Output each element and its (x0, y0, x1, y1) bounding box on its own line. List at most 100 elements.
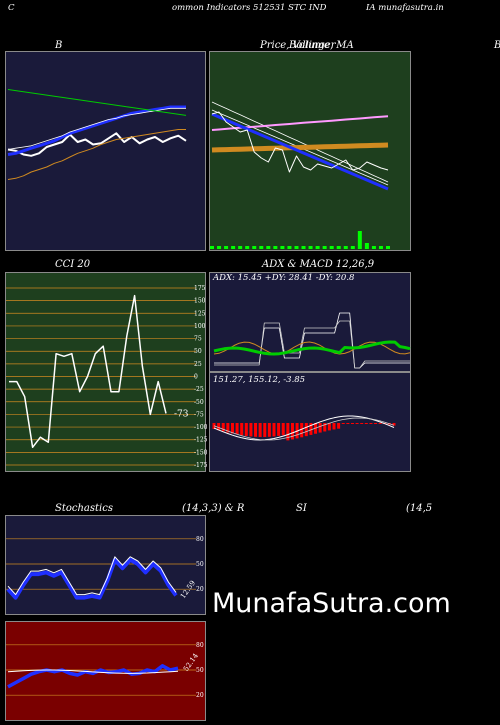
cci-value-label: -73 (174, 409, 189, 419)
volume-bar (280, 246, 285, 249)
macd-histogram-bar (341, 423, 345, 424)
stoch-tick-label: 20 (196, 586, 204, 593)
cci-panel: 175 150 125 100 75 50 25 0 -25 -50 -75 -100 -125 -150… (5, 272, 207, 472)
bollinger-panel (5, 51, 206, 251)
stoch-title-left: Stochastics (55, 503, 113, 514)
bollinger-title: B (55, 40, 63, 51)
stoch-d-line (7, 556, 177, 596)
macd-histogram-bar (267, 423, 271, 437)
stoch-tick-label: 80 (196, 536, 204, 543)
macd-histogram-bar (286, 423, 290, 441)
volume-bar (301, 246, 306, 249)
watermark: MunafaSutra.com (212, 588, 451, 619)
volume-bar (322, 246, 327, 249)
cci-line (9, 294, 167, 449)
macd-histogram-bar (249, 423, 253, 437)
cci-tick-label: 150 (194, 298, 206, 305)
macd-histogram-bar (327, 423, 331, 431)
volume-bar (350, 246, 355, 249)
macd-histogram-bar (346, 423, 350, 424)
volume-bar (364, 243, 369, 249)
macd-histogram-bar (350, 423, 354, 424)
cci-title: CCI 20 (55, 259, 91, 270)
macd-histogram-bar (277, 423, 281, 436)
macd-histogram-bar (369, 423, 373, 424)
volume-bar (252, 246, 257, 249)
macd-line (213, 415, 395, 441)
macd-histogram-bar (337, 423, 341, 429)
price-panel (209, 51, 411, 251)
stoch-tick-label: 50 (196, 561, 204, 568)
volume-bar (245, 246, 250, 249)
volume-bar (329, 246, 334, 249)
macd-histogram-bar (281, 423, 285, 436)
macd-histogram-bar (230, 423, 234, 434)
macd-histogram-bar (378, 423, 382, 424)
cci-tick-label: -150 (194, 449, 207, 456)
stoch-k-line (6, 557, 178, 600)
adx-title: ADX & MACD 12,26,9 (262, 259, 375, 270)
adx-readout: ADX: 15.45 +DY: 28.41 -DY: 20.8 (213, 273, 355, 283)
cci-tick-label: -175 (194, 462, 207, 469)
rsi-line (7, 664, 179, 689)
macd-histogram-bar (355, 423, 359, 424)
macd-histogram-bar (309, 423, 313, 435)
macd-histogram-bar (226, 423, 230, 433)
rsi-tick-label: 80 (196, 642, 204, 649)
stoch-value-label: 12.59 (179, 579, 197, 600)
bollinger-series-0 (7, 132, 187, 157)
header-center: ommon Indicators 512531 STC IND (172, 3, 327, 13)
price-ma-blue (211, 112, 389, 191)
bollinger-series-1 (7, 105, 186, 156)
volume-bar (238, 246, 243, 249)
cci-tick-label: -125 (194, 437, 207, 444)
volume-bar (378, 246, 383, 249)
price-title: Price, Volume, MA (260, 40, 354, 51)
macd-histogram-bar (263, 423, 267, 437)
macd-histogram-bar (254, 423, 258, 437)
volume-bar (266, 246, 271, 249)
stoch-panel: 80 50 20 12.59 (5, 515, 206, 615)
macd-histogram-bar (318, 423, 322, 433)
cci-tick-label: -25 (194, 386, 204, 393)
adx-chart (213, 312, 411, 369)
volume-bar (217, 246, 222, 249)
stoch-title-si: SI (296, 503, 307, 514)
cci-tick-label: 50 (194, 348, 202, 355)
volume-bar (231, 246, 236, 249)
rsi-tick-label: 50 (196, 667, 204, 674)
cci-tick-label: -75 (194, 411, 204, 418)
bollinger-chart (7, 89, 187, 180)
macd-histogram-bar (290, 423, 294, 440)
macd-histogram-bar (235, 423, 239, 435)
right-edge-letter: B (494, 40, 500, 51)
volume-bar (336, 246, 341, 249)
bollinger-series-3 (7, 129, 186, 180)
adx-panel (209, 272, 411, 372)
macd-histogram-bar (244, 423, 248, 436)
volume-bar (294, 246, 299, 249)
header-right: IA munafasutra.in (366, 3, 444, 13)
macd-histogram-bar (392, 423, 396, 426)
header-left: C (8, 3, 15, 13)
price-ma-pink (211, 115, 389, 131)
volume-bar (224, 246, 229, 249)
macd-histogram-bar (323, 423, 327, 432)
macd-chart (212, 415, 396, 441)
macd-histogram-bar (300, 423, 304, 438)
cci-chart: 175 150 125 100 75 50 25 0 -25 -50 -75 -100 -125 -150… (6, 285, 207, 469)
price-upper-band (211, 101, 389, 183)
macd-histogram-bar (304, 423, 308, 437)
volume-bar (357, 231, 362, 249)
rsi-tick-label: 20 (196, 692, 204, 699)
macd-readout: 151.27, 155.12, -3.85 (213, 375, 306, 385)
cci-tick-label: 0 (194, 374, 198, 381)
cci-tick-label: 25 (194, 361, 202, 368)
macd-histogram-bar (374, 423, 378, 424)
rsi-signal (7, 669, 179, 674)
volume-bar (273, 246, 278, 249)
cci-tick-label: -100 (194, 424, 207, 431)
stoch-title-mid: (14,3,3) & R (182, 503, 245, 514)
